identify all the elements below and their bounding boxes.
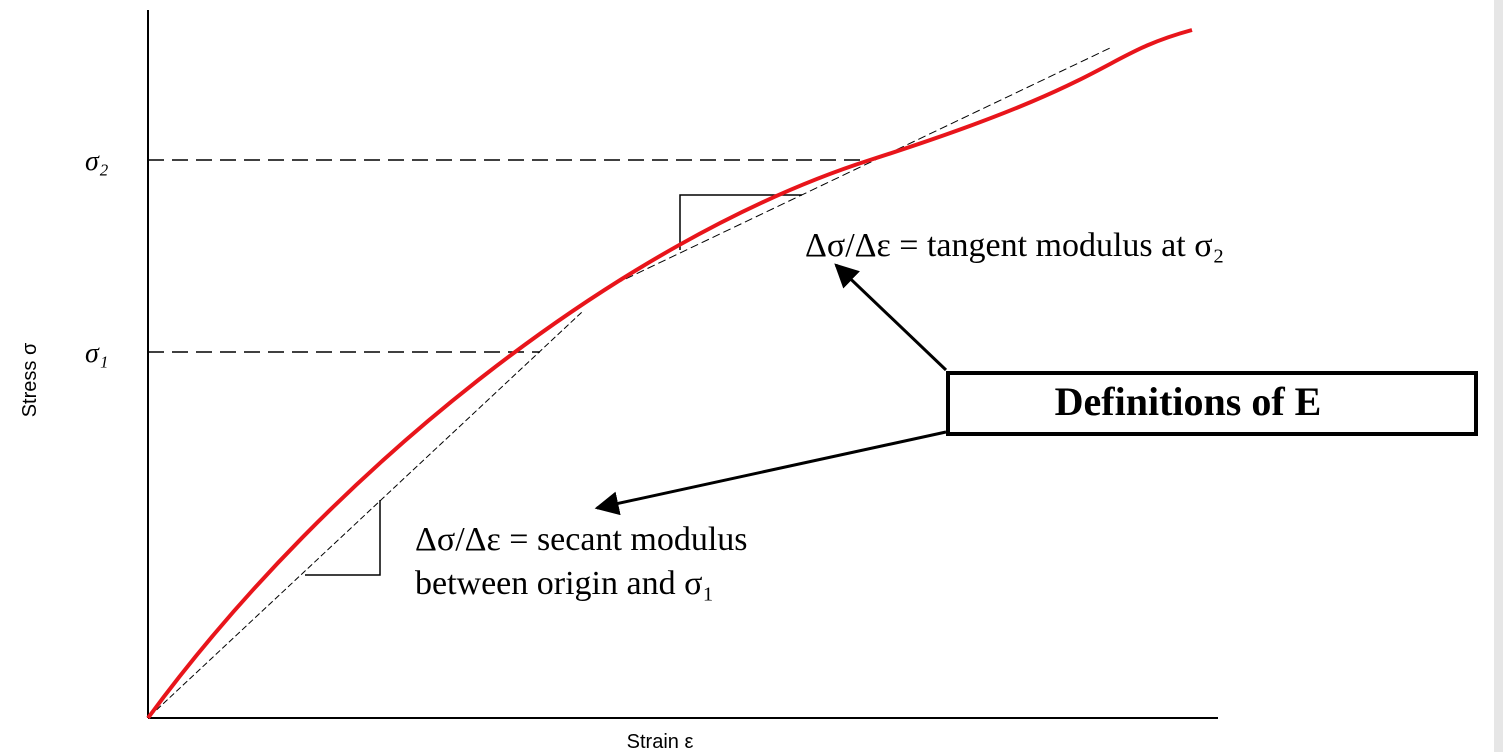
secant-annotation: Δσ/Δε = secant modulus [415, 521, 748, 558]
y-tick-label: σ₂ [85, 146, 109, 177]
tangent-annotation: Δσ/Δε = tangent modulus at σ₂ [805, 227, 1224, 264]
y-tick-label: σ₁ [85, 338, 109, 369]
arrow [834, 263, 948, 372]
stress-strain-curve [146, 28, 1193, 720]
tangent-triangle [679, 194, 802, 250]
y-axis-label: Stress σ [19, 342, 41, 417]
x-axis-label: Strain ε [627, 731, 694, 752]
secant-annotation: between origin and σ₁ [415, 565, 714, 602]
box-label: Definitions of E [1055, 379, 1322, 424]
secant-triangle [305, 500, 381, 576]
arrow [594, 430, 947, 516]
definitions-box [946, 371, 1478, 436]
secant-line [149, 311, 583, 717]
tangent-line [614, 47, 1111, 285]
scroll-edge [1494, 0, 1503, 752]
